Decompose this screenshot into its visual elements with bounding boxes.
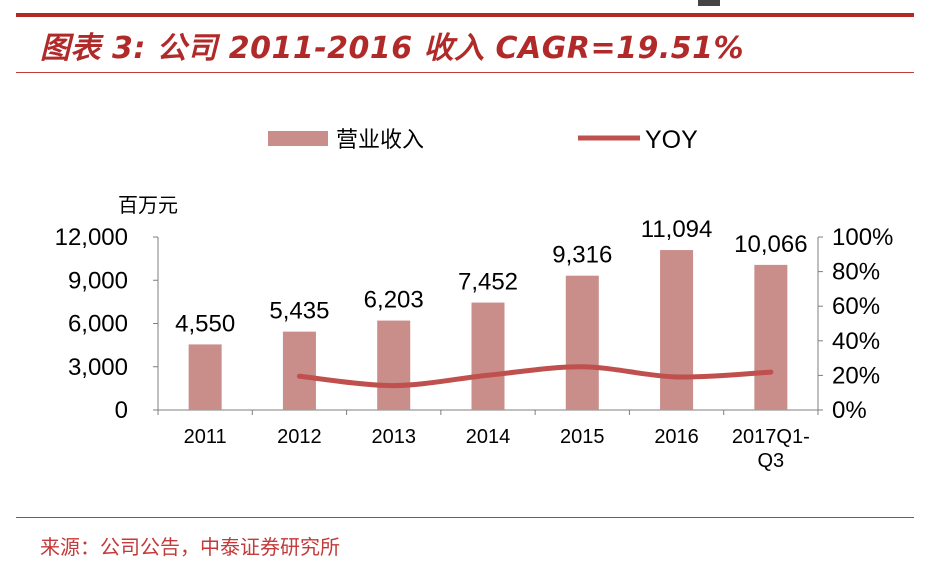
y-tick-label: 3,000: [68, 354, 128, 381]
y-tick-label: 6,000: [68, 311, 128, 338]
y-tick-label: 0: [115, 397, 128, 424]
title-divider: [16, 72, 914, 73]
y2-tick-label: 100%: [832, 224, 893, 251]
figure-title: 图表 3: 公司 2011-2016 收入 CAGR=19.51%: [40, 31, 745, 66]
y2-tick-label: 80%: [832, 259, 880, 286]
bar-revenue: [471, 302, 505, 410]
x-tick-label: 2017Q1-: [732, 426, 810, 448]
line-yoy: [296, 364, 774, 389]
source-note: 来源：公司公告，中泰证券研究所: [40, 535, 340, 559]
bar-data-label: 6,203: [364, 287, 424, 314]
footer-divider: [16, 517, 914, 518]
x-tick-label: Q3: [758, 450, 785, 472]
bar-revenue: [282, 331, 316, 410]
top-header-mark: [698, 0, 720, 6]
bar-data-label: 9,316: [552, 242, 612, 269]
x-tick-label: 2014: [466, 426, 511, 448]
y2-tick-label: 0%: [832, 397, 867, 424]
x-tick-label: 2013: [371, 426, 416, 448]
bar-revenue: [660, 250, 694, 410]
bar-revenue: [188, 344, 222, 410]
bar-revenue: [754, 264, 788, 410]
x-tick-label: 2016: [654, 426, 699, 448]
bar-data-label: 10,066: [734, 231, 807, 258]
legend-label-yoy: YOY: [645, 126, 698, 154]
y-tick-label: 12,000: [55, 224, 128, 251]
y2-tick-label: 40%: [832, 328, 880, 355]
y2-tick-label: 60%: [832, 293, 880, 320]
bar-data-label: 11,094: [641, 216, 713, 243]
bar-data-label: 4,550: [175, 310, 235, 337]
y-tick-label: 9,000: [68, 267, 128, 294]
legend-swatch-bar: [268, 131, 328, 146]
bar-data-label: 7,452: [458, 269, 518, 296]
x-tick-label: 2012: [277, 426, 322, 448]
bar-data-label: 5,435: [269, 298, 329, 325]
top-rule: [16, 13, 914, 17]
legend-label-revenue: 营业收入: [336, 128, 424, 153]
y2-tick-label: 20%: [832, 362, 880, 389]
bar-revenue: [565, 275, 599, 410]
bar-revenue: [377, 320, 411, 410]
x-tick-label: 2011: [184, 426, 227, 448]
x-tick-label: 2015: [560, 426, 605, 448]
y-axis-title: 百万元: [118, 193, 178, 217]
